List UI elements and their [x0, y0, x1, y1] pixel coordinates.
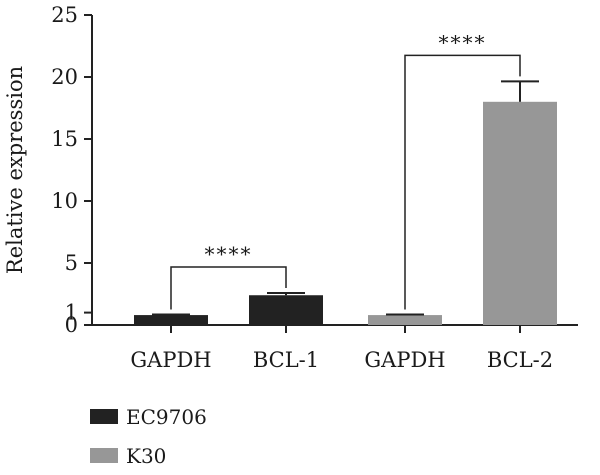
- bars: [134, 80, 557, 325]
- bar: [134, 315, 208, 325]
- y-tick-label: 5: [65, 251, 78, 275]
- y-tick-label: 1: [65, 301, 78, 325]
- significance-bracket: [404, 54, 521, 310]
- x-tick-label: BCL-2: [487, 348, 553, 372]
- legend-label: K30: [126, 444, 166, 468]
- significance-bracket: [170, 266, 287, 310]
- legend: EC9706 K30: [90, 405, 207, 468]
- legend-label: EC9706: [126, 405, 207, 429]
- x-tick-label: GAPDH: [130, 348, 211, 372]
- bar: [483, 101, 557, 325]
- y-tick-label: 10: [51, 189, 78, 213]
- y-tick-label: 20: [51, 65, 78, 89]
- legend-swatch: [90, 448, 118, 463]
- y-axis-label: Relative expression: [3, 66, 27, 274]
- y-tick-label: 25: [51, 3, 78, 27]
- x-tick-label: BCL-1: [253, 348, 319, 372]
- x-tick-label: GAPDH: [364, 348, 445, 372]
- y-tick-label: 15: [51, 127, 78, 151]
- significance-annotations: **** ****: [170, 30, 521, 310]
- bar: [249, 295, 323, 325]
- legend-swatch: [90, 409, 118, 424]
- bar: [368, 315, 442, 325]
- significance-label: ****: [439, 30, 487, 54]
- significance-label: ****: [205, 242, 253, 266]
- y-tick-label: 0: [65, 313, 78, 337]
